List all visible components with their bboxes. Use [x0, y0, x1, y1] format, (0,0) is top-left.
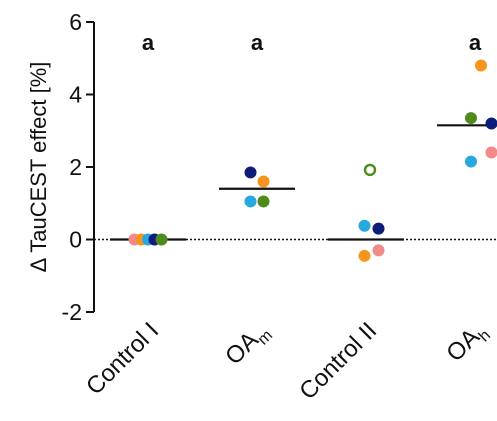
x-tick-label: Control I: [81, 317, 164, 400]
data-point: [485, 117, 497, 130]
data-point: [358, 249, 371, 262]
x-tick-label: OAm: [220, 317, 276, 373]
y-axis-title: Δ TauCEST effect [%]: [26, 62, 51, 273]
y-tick-label: 4: [69, 82, 82, 108]
data-point: [257, 195, 270, 208]
y-tick-label: 2: [69, 154, 82, 180]
x-tick-label-text: Control II: [294, 317, 382, 405]
data-point: [358, 219, 371, 232]
chart-labels: -2 0 2 4 6 Δ TauCEST effect [%] Control I OAm Co…: [26, 9, 494, 405]
data-point: [475, 59, 487, 72]
data-point: [465, 112, 477, 125]
data-point: [465, 155, 477, 168]
y-tick-label: 0: [69, 227, 82, 253]
chart-marks: [110, 59, 497, 262]
significance-label: a: [142, 30, 155, 55]
x-tick-label: OAh: [441, 317, 494, 370]
data-point: [155, 233, 168, 246]
data-point: [485, 146, 497, 159]
y-tick-label: -2: [62, 299, 82, 325]
x-tick-label-text: Control I: [81, 317, 164, 400]
data-point: [372, 222, 385, 235]
significance-label: a: [469, 30, 482, 55]
data-point: [257, 175, 270, 188]
data-point: [372, 244, 385, 257]
y-tick-label: 6: [69, 9, 82, 35]
data-point: [244, 195, 257, 208]
significance-label: a: [251, 30, 264, 55]
data-point: [244, 166, 257, 179]
x-tick-label: Control II: [294, 317, 382, 405]
data-point-open: [363, 163, 377, 177]
chart-axes: [86, 21, 497, 313]
